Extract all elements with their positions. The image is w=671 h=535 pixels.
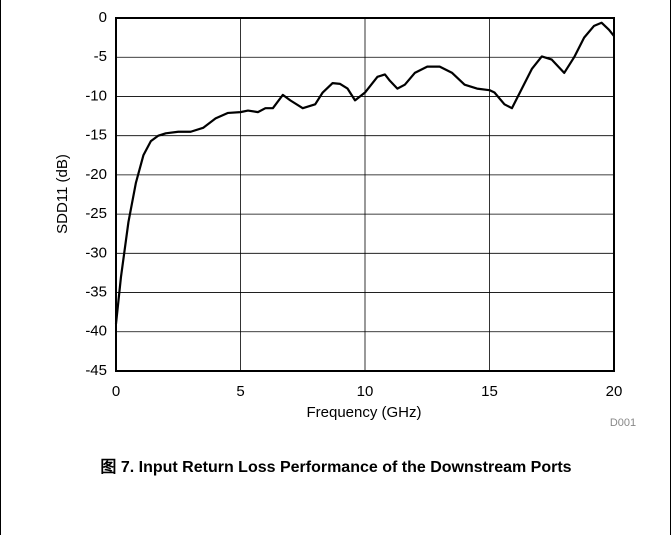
figure-id: D001 xyxy=(610,417,636,429)
y-tick-label: -45 xyxy=(85,362,107,379)
x-tick-label: 15 xyxy=(481,383,498,400)
y-tick-label: -10 xyxy=(85,87,107,104)
x-axis-label: Frequency (GHz) xyxy=(306,404,421,421)
x-tick-label: 5 xyxy=(236,383,244,400)
y-tick-label: -30 xyxy=(85,244,107,261)
x-tick-label: 10 xyxy=(357,383,374,400)
y-tick-label: 0 xyxy=(99,9,107,26)
y-tick-label: -20 xyxy=(85,166,107,183)
data-line xyxy=(114,21,615,325)
y-tick-label: -25 xyxy=(85,205,107,222)
y-axis-label: SDD11 (dB) xyxy=(54,154,71,234)
y-tick-label: -15 xyxy=(85,127,107,144)
y-tick-label: -40 xyxy=(85,323,107,340)
x-tick-label: 20 xyxy=(606,383,623,400)
y-tick-label: -5 xyxy=(94,48,107,65)
plot-frame xyxy=(115,17,615,372)
caption: 图 7. Input Return Loss Performance of th… xyxy=(100,459,572,476)
x-tick-label: 0 xyxy=(112,383,120,400)
y-tick-label: -35 xyxy=(85,284,107,301)
